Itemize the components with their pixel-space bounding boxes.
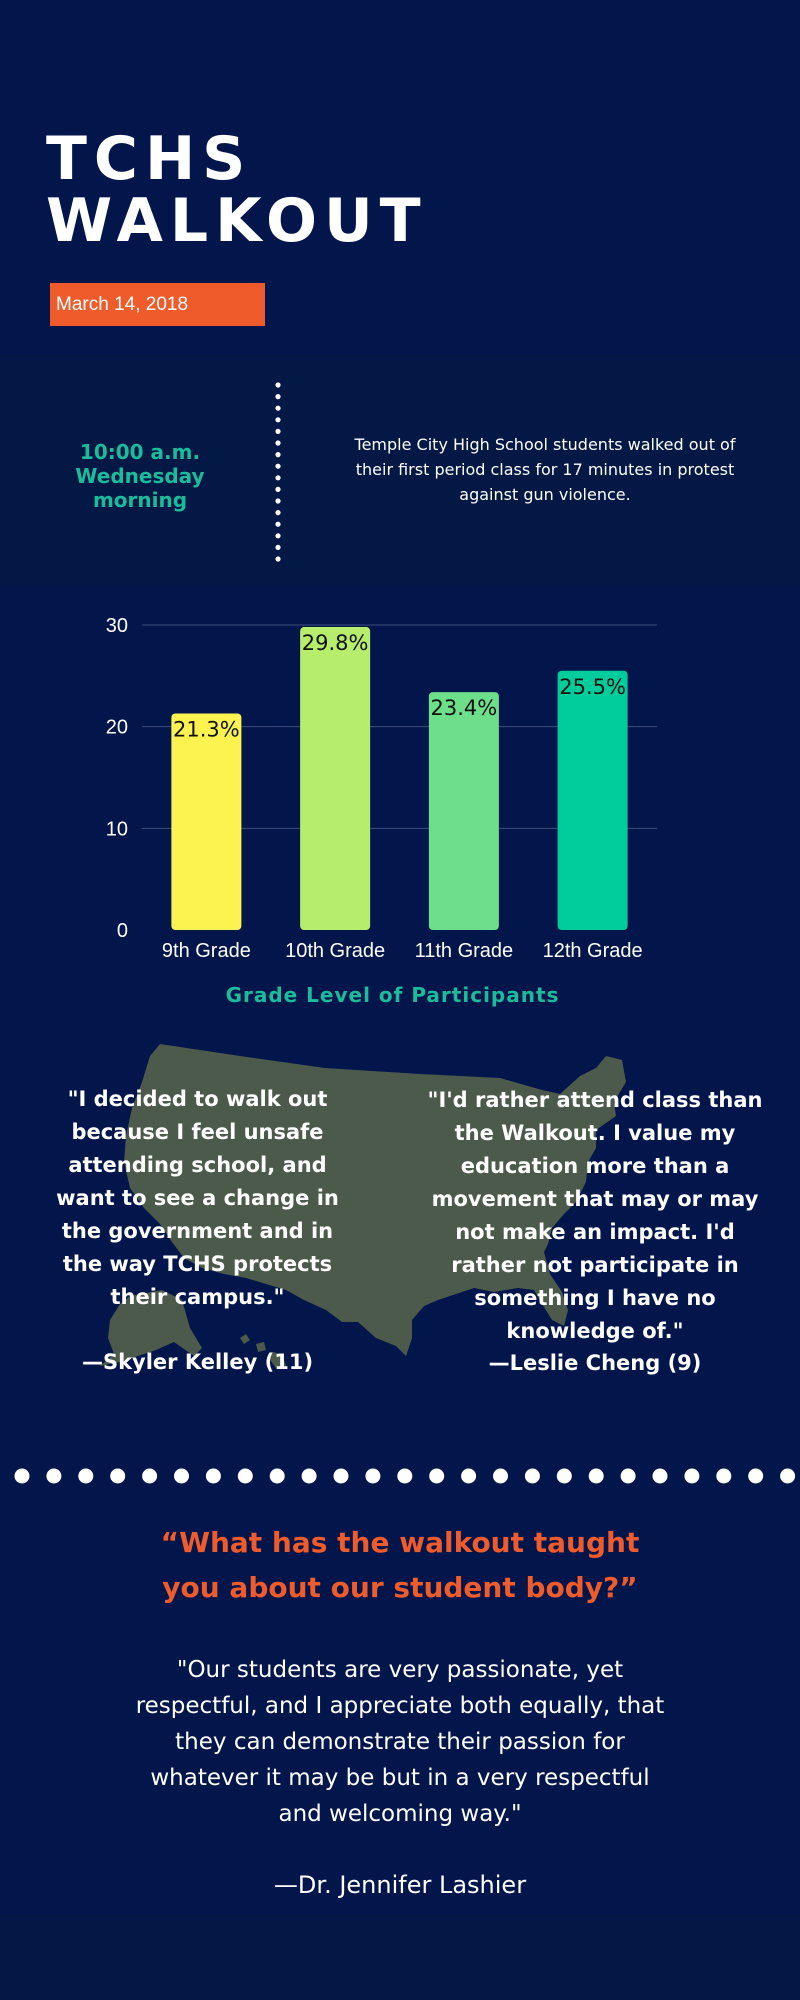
usa-mainland-shape (124, 1044, 626, 1356)
divider-dot (269, 1468, 285, 1484)
divider-dot (493, 1468, 508, 1484)
hawaii-shape (240, 1334, 286, 1368)
divider-dot (275, 510, 281, 516)
chart-caption: Grade Level of Participants (225, 983, 560, 1007)
divider-dot (275, 440, 281, 446)
divider-dot (524, 1468, 540, 1484)
divider-dot (588, 1468, 604, 1484)
divider-dot (275, 521, 281, 527)
page-title: TCHS WALKOUT (46, 128, 428, 252)
quote-right: "I'd rather attend class than the Walkou… (427, 1088, 763, 1343)
date-text: March 14, 2018 (56, 294, 189, 315)
divider-dot (652, 1468, 668, 1484)
bar-value-label: 23.4% (431, 696, 498, 720)
x-tick-label: 10th Grade (285, 940, 385, 962)
interview-attribution: —Dr. Jennifer Lashier (273, 1871, 527, 1899)
bar (557, 670, 628, 930)
divider-dot (205, 1468, 221, 1484)
divider-dot (716, 1468, 732, 1484)
bar-group: 29.8% (300, 627, 371, 930)
divider-dot (14, 1468, 30, 1484)
divider-dot (461, 1468, 477, 1484)
event-band (0, 355, 800, 585)
divider-dot (275, 556, 281, 562)
divider-dot (237, 1468, 253, 1484)
bar-value-label: 29.8% (302, 631, 369, 655)
divider-dot (142, 1468, 158, 1484)
interview-question: “What has the walkout taught you about o… (160, 1526, 640, 1604)
x-tick-label: 11th Grade (415, 940, 514, 962)
bar (428, 692, 499, 930)
divider-dot (429, 1468, 445, 1484)
horizontal-dotted-divider (14, 1468, 796, 1484)
x-tick-label: 9th Grade (162, 940, 251, 962)
bar-group: 23.4% (428, 692, 499, 930)
bar-value-label: 21.3% (173, 717, 240, 741)
divider-dot (174, 1468, 189, 1484)
interview-answer: "Our students are very passionate, yet r… (135, 1657, 665, 1827)
divider-dot (620, 1468, 636, 1484)
y-tick-label: 0 (117, 920, 128, 942)
divider-dot (275, 475, 281, 481)
title-line-1: TCHS (46, 124, 253, 194)
divider-dot (780, 1468, 796, 1484)
bar-group: 25.5% (557, 670, 628, 930)
divider-dot (684, 1468, 700, 1484)
divider-dot (275, 405, 281, 411)
date-badge: March 14, 2018 (50, 283, 265, 326)
divider-dot (110, 1468, 126, 1484)
divider-dot (275, 382, 281, 388)
bar-value-label: 25.5% (559, 675, 626, 699)
divider-dot (275, 428, 281, 434)
event-time-line-2: Wednesday (75, 464, 205, 488)
vertical-dotted-divider (275, 382, 281, 562)
event-time: 10:00 a.m. Wednesday morning (40, 440, 240, 512)
bar (171, 713, 242, 930)
divider-dot (46, 1468, 62, 1484)
divider-dot (275, 394, 281, 400)
divider-dot (275, 452, 281, 458)
divider-dot (365, 1468, 381, 1484)
participation-bar-chart: 0 10 20 30 21.3% 9th Grade 29.8% 10th Grade 23.4… (106, 615, 657, 962)
divider-dot (397, 1468, 413, 1484)
divider-dot (301, 1468, 317, 1484)
title-line-2: WALKOUT (46, 186, 428, 256)
quote-left-attribution: —Skyler Kelley (11) (81, 1350, 314, 1374)
bar (300, 627, 371, 930)
event-time-line-3: morning (92, 488, 188, 512)
divider-dot (748, 1468, 764, 1484)
divider-dot (275, 417, 281, 423)
divider-dot (275, 544, 281, 550)
divider-dot (275, 486, 281, 492)
divider-dot (333, 1468, 349, 1484)
event-description: Temple City High School students walked … (354, 435, 736, 504)
y-tick-label: 30 (106, 615, 128, 637)
y-tick-label: 20 (106, 717, 128, 739)
quote-left: "I decided to walk out because I feel un… (56, 1087, 339, 1309)
x-tick-label: 12th Grade (543, 940, 643, 962)
event-time-line-1: 10:00 a.m. (79, 440, 201, 464)
divider-dot (275, 498, 281, 504)
y-tick-label: 10 (106, 818, 128, 840)
divider-dot (556, 1468, 572, 1484)
divider-dot (275, 533, 281, 539)
divider-dot (78, 1468, 94, 1484)
alaska-shape (100, 1290, 202, 1366)
bar-group: 21.3% (171, 713, 242, 930)
usa-map-silhouette (100, 1044, 626, 1368)
quote-right-attribution: —Leslie Cheng (9) (488, 1351, 702, 1375)
divider-dot (275, 463, 281, 469)
header-section: TCHS WALKOUT March 14, 2018 (0, 0, 800, 355)
footer-band (0, 1915, 800, 2000)
